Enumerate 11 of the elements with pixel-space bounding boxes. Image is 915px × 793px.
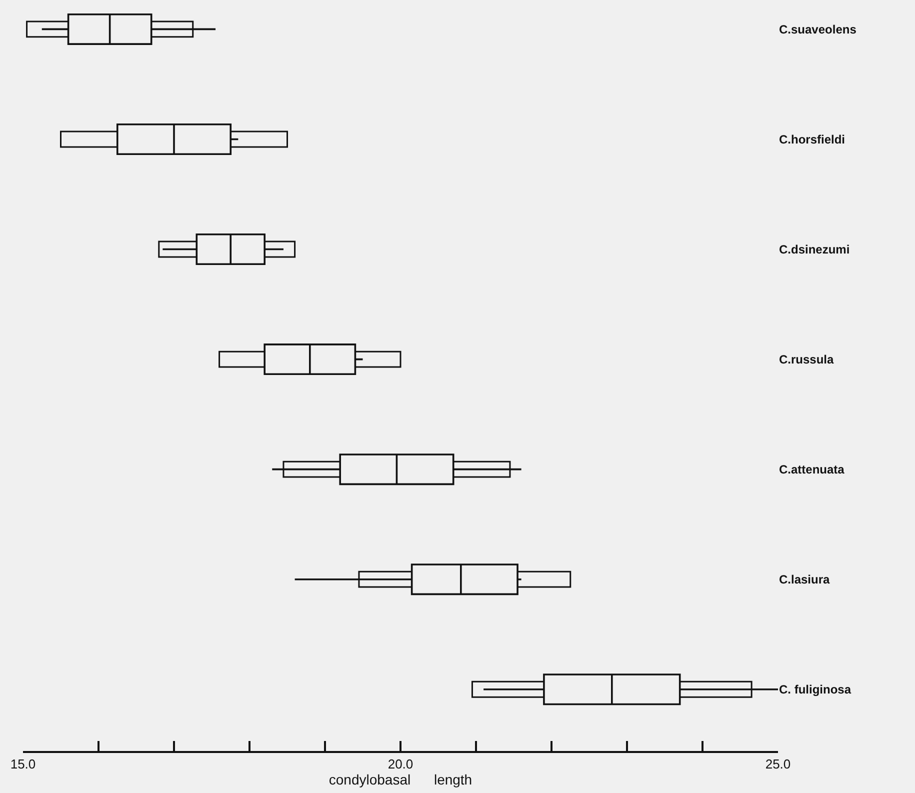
x-tick-label: 15.0 xyxy=(10,756,36,772)
y-tick-label: C.horsfieldi xyxy=(779,132,846,146)
x-tick-label: 20.0 xyxy=(388,756,414,772)
x-axis-title: condylobasal length xyxy=(328,772,472,788)
y-tick-label: C.lasiura xyxy=(779,572,830,587)
y-tick-label: C. fuliginosa xyxy=(779,682,852,697)
y-tick-label: C.attenuata xyxy=(779,462,845,477)
y-tick-label: C.dsinezumi xyxy=(779,242,850,256)
y-tick-label: C.suaveolens xyxy=(779,22,857,36)
x-tick-label: 25.0 xyxy=(765,756,791,772)
y-tick-label: C.russula xyxy=(779,352,834,366)
